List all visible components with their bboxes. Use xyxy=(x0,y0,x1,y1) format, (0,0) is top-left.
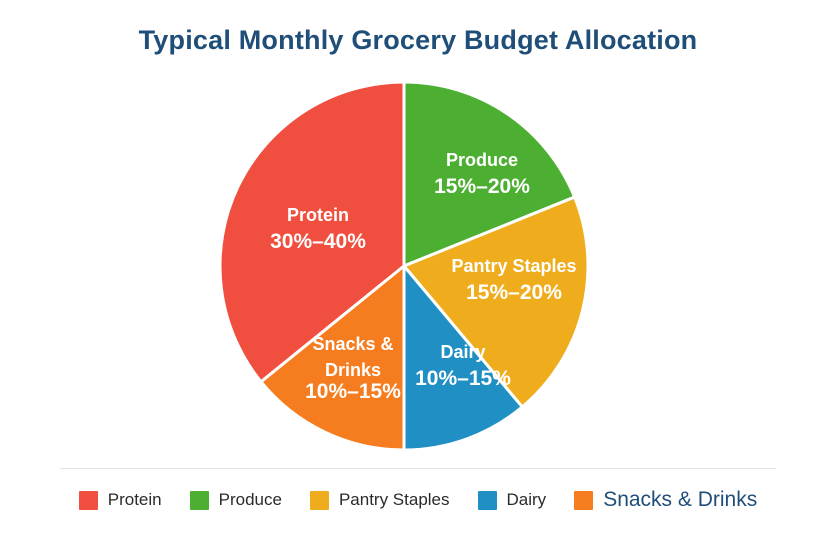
legend-item[interactable]: Pantry Staples xyxy=(309,490,450,510)
legend-label: Protein xyxy=(107,490,162,509)
pie-slice-value: 10%–15% xyxy=(415,367,511,390)
pie-slice[interactable] xyxy=(259,264,406,452)
page-title: Typical Monthly Grocery Budget Allocatio… xyxy=(138,25,698,55)
chart-legend: Protein Produce Pantry Staples Dairy Snacks … xyxy=(60,468,776,531)
pie-slice-value: 10%–15% xyxy=(305,380,401,403)
legend-label: Snacks & Drinks xyxy=(603,488,758,511)
pie-slice-value: 15%–20% xyxy=(466,281,562,304)
pie-slice-label: Produce xyxy=(446,150,518,170)
legend-item[interactable]: Dairy xyxy=(477,490,547,510)
pie-slice[interactable] xyxy=(218,80,406,384)
legend-swatch-icon xyxy=(309,490,329,510)
pie-slice-value: 30%–40% xyxy=(270,230,366,253)
legend-swatch-icon xyxy=(477,490,497,510)
pie-slice[interactable] xyxy=(402,264,524,452)
pie-slice[interactable] xyxy=(402,195,590,409)
pie-slice[interactable] xyxy=(402,80,577,268)
legend-label: Dairy xyxy=(506,490,547,509)
legend-swatch-icon xyxy=(189,490,209,510)
legend-swatch-icon xyxy=(574,490,594,510)
legend-item[interactable]: Snacks & Drinks xyxy=(574,488,757,512)
legend-item[interactable]: Protein xyxy=(78,490,162,510)
pie-slice-label: Pantry Staples xyxy=(451,256,576,276)
legend-item[interactable]: Produce xyxy=(189,490,282,510)
legend-swatch-icon xyxy=(78,490,98,510)
pie-slice-group xyxy=(218,80,590,452)
pie-label-group: Protein 30%–40% Produce 15%–20% Pantry Stapl… xyxy=(270,150,576,403)
pie-slice-label: Drinks xyxy=(325,360,381,380)
pie-slice-value: 15%–20% xyxy=(434,175,530,198)
pie-slice-label: Dairy xyxy=(440,342,485,362)
pie-chart-area: Protein 30%–40% Produce 15%–20% Pantry Stapl… xyxy=(218,80,590,452)
pie-chart-svg: Protein 30%–40% Produce 15%–20% Pantry Stapl… xyxy=(218,80,590,452)
pie-slice-label: Protein xyxy=(287,205,349,225)
pie-slice-label: Snacks & xyxy=(312,334,393,354)
legend-label: Produce xyxy=(218,490,282,509)
legend-label: Pantry Staples xyxy=(338,490,450,509)
